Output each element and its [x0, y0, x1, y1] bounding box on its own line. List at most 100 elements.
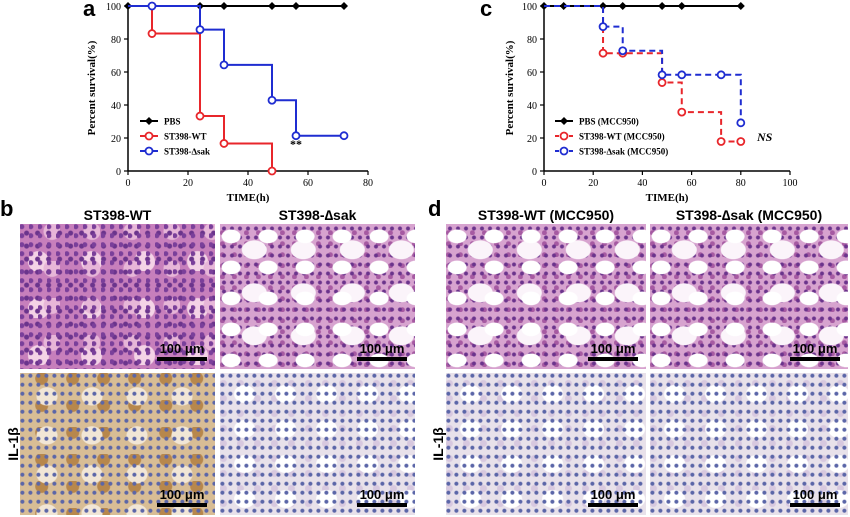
micrograph-ihc-st398-sak-mcc950: 100 μm: [650, 373, 848, 515]
scale-bar: 100 μm: [157, 487, 207, 507]
data-point: [736, 137, 746, 146]
data-point: [267, 166, 277, 176]
scale-bar: 100 μm: [357, 487, 407, 507]
y-tick-label: 0: [116, 167, 121, 178]
legend-marker: [145, 117, 153, 125]
y-axis-label: Percent survival(%): [504, 40, 516, 135]
survival-charts: 0 20 40 60 80 0 20 40 60 80 100 TIME(h) Percent surv…: [86, 1, 798, 204]
scale-bar: 100 μm: [588, 487, 638, 507]
data-point: [147, 1, 157, 11]
micrograph-ihc-st398-wt: 100 μm: [20, 373, 215, 515]
legend-marker: [559, 146, 569, 156]
data-point: [291, 131, 301, 141]
x-tick-label: 40: [637, 178, 647, 189]
x-tick-label: 0: [542, 178, 547, 189]
data-point: [736, 2, 745, 10]
data-point: [657, 70, 667, 80]
data-point: [195, 25, 205, 34]
y-tick-label: 80: [111, 35, 121, 46]
legend-label: ST398-∆sak: [164, 147, 210, 157]
data-point: [292, 2, 300, 10]
series-line-2: [544, 5, 742, 123]
data-point: [195, 111, 205, 121]
x-tick-label: 40: [243, 178, 253, 189]
y-tick-label: 100: [522, 2, 537, 13]
micrograph-ihc-st398-sak: 100 μm: [220, 373, 415, 515]
y-tick-label: 100: [106, 2, 121, 13]
legend-label: PBS (MCC950): [579, 117, 639, 127]
data-point: [677, 2, 686, 10]
data-point: [716, 137, 726, 146]
panel-letter-c: c: [480, 0, 493, 21]
chart-a: 0 20 40 60 80 0 20 40 60 80 100 TIME(h) Percent surv…: [86, 1, 373, 204]
data-point: [658, 2, 667, 10]
series-line-1: [544, 5, 741, 143]
series-line-2: [128, 5, 344, 137]
x-axis-label: TIME(h): [646, 192, 689, 204]
x-tick-label: 60: [303, 178, 313, 189]
scale-bar: 100 μm: [790, 487, 840, 507]
scale-bar: 100 μm: [157, 341, 207, 361]
x-tick-label: 80: [363, 178, 373, 189]
row-label-il1b-b: IL-1β: [5, 427, 21, 461]
micrograph-he-st398-wt-mcc950: 100 μm: [446, 224, 646, 369]
data-point: [657, 78, 667, 87]
data-point: [598, 22, 608, 32]
x-tick-label: 100: [783, 178, 798, 189]
significance-annotation: NS: [756, 130, 773, 144]
chart-c: 0 20 40 60 80 100 0 20 40 60 80 100 TIME(h) Percent s…: [504, 2, 798, 204]
data-point: [559, 2, 568, 10]
scale-bar: 100 μm: [357, 341, 407, 361]
y-tick-label: 40: [527, 101, 537, 112]
y-tick-label: 60: [527, 68, 537, 79]
data-point: [340, 2, 348, 10]
data-point: [677, 107, 687, 117]
x-tick-label: 60: [687, 178, 697, 189]
micrograph-he-st398-sak: 100 μm: [220, 224, 415, 369]
x-axis-label: TIME(h): [227, 192, 270, 204]
micrograph-he-st398-sak-mcc950: 100 μm: [650, 224, 848, 369]
legend-marker: [144, 131, 154, 141]
data-point: [599, 2, 608, 10]
column-title-st398-wt: ST398-WT: [83, 207, 152, 223]
data-point: [716, 70, 726, 80]
micrograph-ihc-st398-wt-mcc950: 100 μm: [446, 373, 646, 515]
x-tick-label: 20: [588, 178, 598, 189]
legend-marker: [144, 146, 154, 156]
legend-label: ST398-WT (MCC950): [579, 132, 665, 142]
scale-bar: 100 μm: [588, 341, 638, 361]
y-tick-label: 20: [111, 134, 121, 145]
y-tick-label: 60: [111, 68, 121, 79]
data-point: [736, 118, 746, 128]
panel-letter-a: a: [83, 0, 96, 21]
data-point: [677, 70, 687, 80]
y-axis-label: Percent survival(%): [86, 40, 98, 135]
data-point: [268, 2, 276, 10]
y-tick-label: 20: [527, 134, 537, 145]
data-point: [618, 2, 627, 10]
data-point: [267, 95, 277, 105]
data-point: [147, 29, 157, 38]
column-title-st398-sak-mcc950: ST398-∆sak (MCC950): [675, 207, 823, 223]
y-tick-label: 80: [527, 35, 537, 46]
x-tick-label: 80: [736, 178, 746, 189]
legend-marker: [560, 117, 568, 125]
scale-bar: 100 μm: [790, 341, 840, 361]
data-point: [598, 48, 608, 58]
legend-label: ST398-∆sak (MCC950): [579, 147, 668, 157]
panel-letter-d: d: [428, 196, 442, 221]
panel-letter-b: b: [0, 196, 14, 221]
micrograph-he-st398-wt: 100 μm: [20, 224, 215, 369]
legend-marker: [559, 131, 569, 141]
data-point: [219, 60, 229, 70]
x-tick-label: 0: [126, 178, 131, 189]
row-label-il1b-d: IL-1β: [430, 427, 446, 461]
data-point: [339, 131, 349, 141]
column-title-st398-wt-mcc950: ST398-WT (MCC950): [477, 207, 615, 223]
data-point: [618, 46, 628, 56]
data-point: [219, 139, 229, 148]
legend-label: PBS: [164, 117, 181, 127]
legend-label: ST398-WT: [164, 132, 207, 142]
y-tick-label: 0: [532, 167, 537, 178]
column-title-st398-sak: ST398-∆sak: [278, 207, 357, 223]
